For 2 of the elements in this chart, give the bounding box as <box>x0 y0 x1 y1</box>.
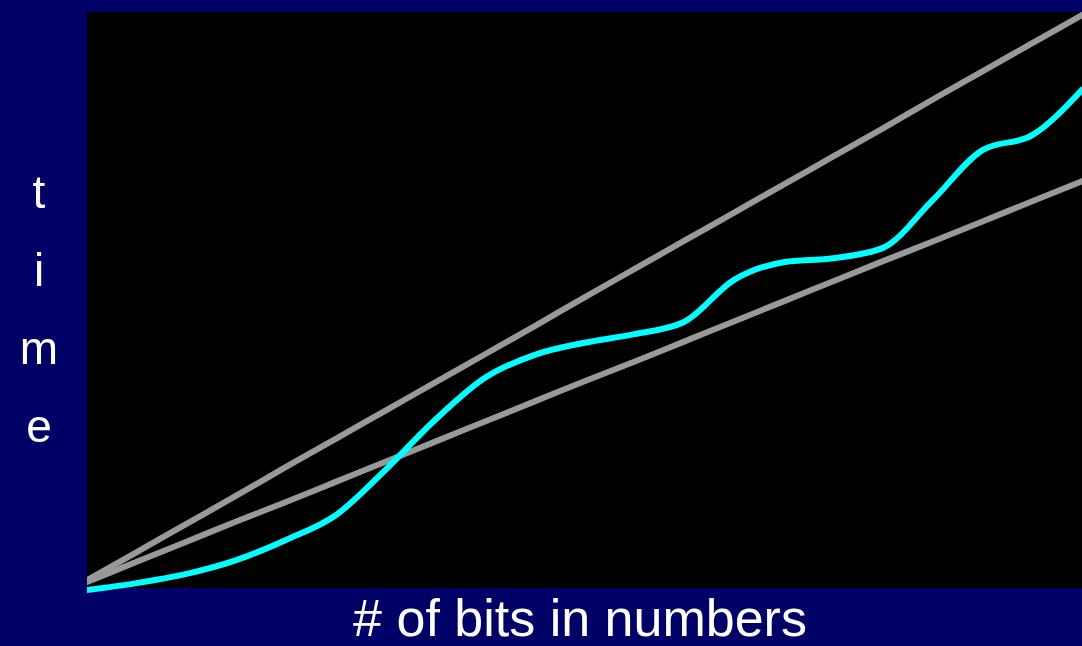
x-axis-title: # of bits in numbers <box>353 589 807 646</box>
y-axis-title: time <box>19 166 59 452</box>
